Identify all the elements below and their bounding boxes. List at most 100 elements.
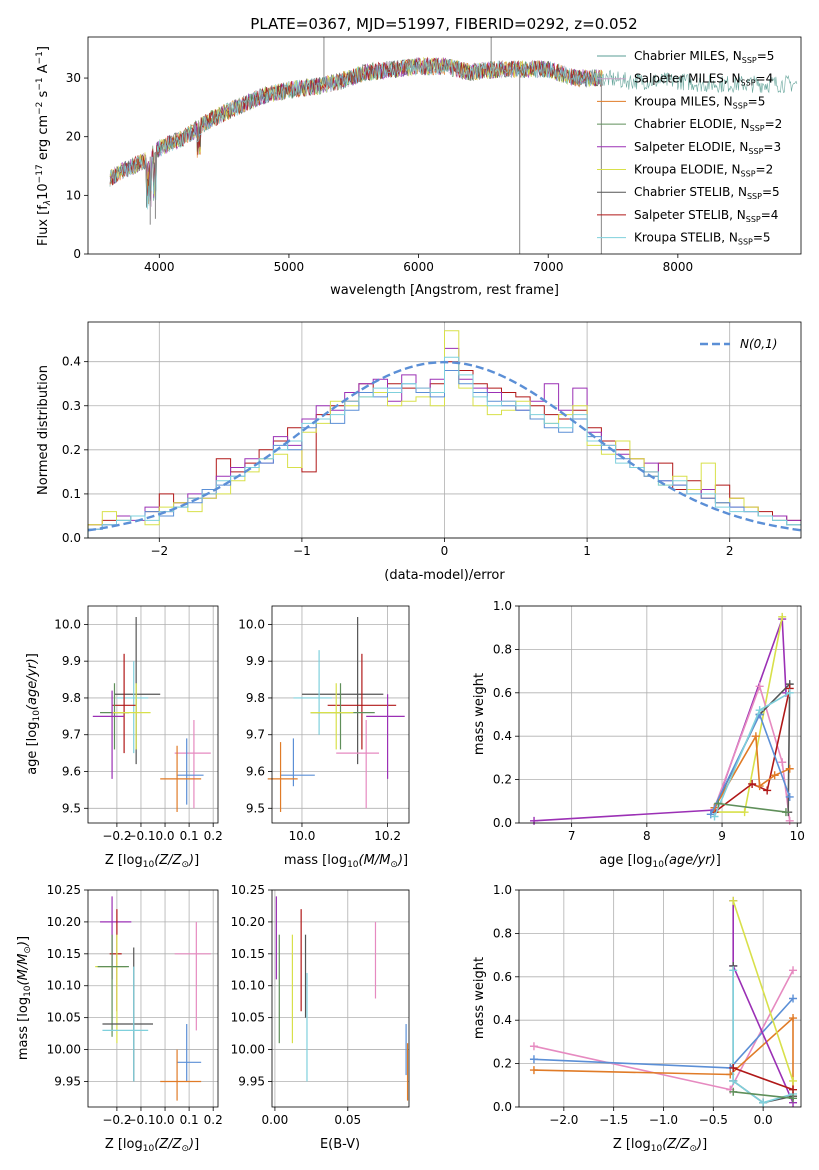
y-tick-label: 9.6 — [62, 765, 81, 779]
weight-marker — [729, 1063, 738, 1072]
y-tick-label: 0.6 — [493, 970, 512, 984]
weight-line — [533, 1016, 794, 1097]
x-tick-label: −0.2 — [102, 1113, 131, 1127]
weight-marker — [755, 706, 764, 715]
x-tick-label: 2 — [726, 544, 734, 558]
weight-marker — [759, 1098, 768, 1107]
y-tick-label: 10.10 — [47, 979, 81, 993]
x-tick-label: 0.0 — [754, 1113, 773, 1127]
y-tick-label: 10.15 — [231, 947, 265, 961]
x-tick-label: −0.1 — [126, 1113, 155, 1127]
x-tick-label: −2 — [150, 544, 168, 558]
legend-label: Chabrier ELODIE, NSSP=2 — [634, 117, 782, 133]
figure-title: PLATE=0367, MJD=51997, FIBERID=0292, z=0… — [250, 15, 637, 33]
x-axis-label: Z [log10(Z/Z⊙)] — [613, 1137, 707, 1154]
y-tick-label: 10.20 — [231, 915, 265, 929]
y-tick-label: 0.4 — [493, 729, 512, 743]
x-tick-label: 0.05 — [334, 1113, 361, 1127]
y-tick-label: 0.0 — [493, 1100, 512, 1114]
legend-label: Salpeter ELODIE, NSSP=3 — [634, 140, 781, 156]
x-tick-label: 0.0 — [155, 1113, 174, 1127]
x-tick-label: 7000 — [533, 260, 564, 274]
weight-marker — [710, 812, 719, 821]
weight-line — [733, 1091, 794, 1100]
y-tick-label: 9.95 — [54, 1074, 81, 1088]
weight-marker — [770, 771, 779, 780]
weight-marker — [714, 799, 723, 808]
x-tick-label: −2.0 — [549, 1113, 578, 1127]
x-tick-label: 0.1 — [180, 1113, 199, 1127]
y-axis-label: mass weight — [472, 673, 487, 755]
y-tick-label: 0.2 — [493, 1057, 512, 1071]
y-tick-label: 0.4 — [62, 355, 81, 369]
x-tick-label: 8000 — [663, 260, 694, 274]
legend-label: Kroupa ELODIE, NSSP=2 — [634, 163, 773, 179]
x-tick-label: 5000 — [274, 260, 305, 274]
x-axis-label: E(B-V) — [320, 1137, 360, 1152]
y-tick-label: 1.0 — [493, 599, 512, 613]
y-tick-label: 0.3 — [62, 399, 81, 413]
y-tick-label: 10.0 — [238, 617, 265, 631]
legend-label: Chabrier MILES, NSSP=5 — [634, 49, 774, 65]
axes-frame — [518, 605, 802, 824]
y-tick-label: 9.6 — [246, 765, 265, 779]
weight-marker — [778, 758, 787, 767]
x-axis-label: wavelength [Angstrom, rest frame] — [330, 283, 559, 298]
weight-marker — [755, 782, 764, 791]
x-tick-label: 0.2 — [204, 1113, 223, 1127]
spectrum-line — [109, 56, 603, 196]
y-axis-label: Normed distribution — [36, 365, 51, 495]
legend-label: N(0,1) — [740, 337, 777, 351]
weight-marker — [789, 1085, 798, 1094]
gaussian-curve — [87, 360, 802, 532]
y-tick-label: 10 — [66, 188, 81, 202]
weight-marker — [789, 1014, 798, 1023]
legend-label: Salpeter MILES, NSSP=4 — [634, 72, 773, 88]
y-tick-label: 0.0 — [493, 816, 512, 830]
y-tick-label: 0.4 — [493, 1013, 512, 1027]
y-tick-label: 0.2 — [493, 773, 512, 787]
x-tick-label: 0.0 — [155, 829, 174, 843]
spectrum-lines — [109, 37, 798, 254]
y-tick-label: 10.15 — [47, 947, 81, 961]
y-tick-label: 0.8 — [493, 642, 512, 656]
x-tick-label: 10.2 — [374, 829, 401, 843]
weight-marker — [729, 1076, 738, 1085]
legend-label: Chabrier STELIB, NSSP=5 — [634, 185, 780, 201]
weight-marker — [530, 816, 539, 825]
y-tick-label: 10.20 — [47, 915, 81, 929]
x-tick-label: 0.1 — [180, 829, 199, 843]
y-tick-label: 10.25 — [231, 883, 265, 897]
axes-frame — [87, 321, 802, 539]
panel-age_vs_mass: 10.0 10.2 9.5 9.6 9.7 9.8 9.9 10.0 mass [log10(M… — [238, 605, 410, 870]
y-axis-label: age [log10(age/yr)] — [25, 653, 42, 775]
x-tick-label: 4000 — [144, 260, 175, 274]
y-tick-label: 10.10 — [231, 979, 265, 993]
y-tick-label: 20 — [66, 130, 81, 144]
y-tick-label: 9.5 — [246, 801, 265, 815]
axes-frame — [87, 605, 219, 824]
spectrum-line — [109, 58, 603, 210]
weight-marker — [729, 896, 738, 905]
x-axis-label: age [log10(age/yr)] — [599, 853, 721, 870]
weight-marker — [789, 994, 798, 1003]
legend-label: Kroupa MILES, NSSP=5 — [634, 94, 765, 110]
weight-line — [718, 802, 787, 813]
x-axis-label: Z [log10(Z/Z⊙)] — [105, 1137, 199, 1154]
y-tick-label: 10.05 — [231, 1011, 265, 1025]
y-tick-label: 9.8 — [62, 691, 81, 705]
y-tick-label: 0.0 — [62, 531, 81, 545]
y-tick-label: 9.5 — [62, 801, 81, 815]
y-tick-label: 0.8 — [493, 926, 512, 940]
x-tick-label: 0 — [441, 544, 449, 558]
histogram-step — [87, 356, 801, 538]
x-tick-label: −1.5 — [599, 1113, 628, 1127]
x-tick-label: 0.2 — [204, 829, 223, 843]
axes-frame — [518, 889, 802, 1108]
weight-marker — [729, 966, 738, 975]
weight-marker — [529, 1066, 538, 1075]
panel-age_vs_Z: −0.2−0.1 0.0 0.1 0.2 9.5 9.6 9.7 9.8 9.9 10.0 Z [l… — [25, 605, 223, 870]
weight-marker — [781, 808, 790, 817]
y-tick-label: 0.1 — [62, 487, 81, 501]
